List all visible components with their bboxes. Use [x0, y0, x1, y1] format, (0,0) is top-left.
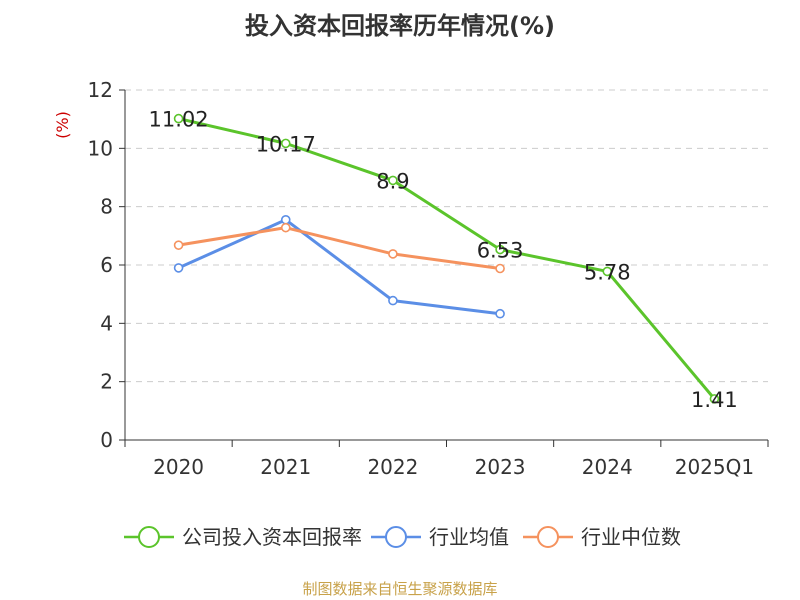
data-label: 1.41 [691, 388, 738, 412]
axes: 0 2 4 6 8 10 12 (%) 2020 2021 2022 2023 2024 2025Q1 [53, 78, 769, 479]
legend-item: 行业中位数 [523, 525, 681, 549]
data-point [602, 266, 613, 277]
legend-label: 行业中位数 [581, 525, 681, 549]
x-tick-label: 2024 [582, 455, 633, 479]
chart-title: 投入资本回报率历年情况(%) [245, 12, 555, 40]
series-line-2 [178, 226, 501, 270]
y-tick-label: 6 [100, 253, 113, 277]
data-label: 6.53 [477, 239, 524, 263]
data-point [173, 240, 184, 250]
y-axis-unit: (%) [53, 111, 72, 139]
data-label: 8.9 [376, 169, 409, 193]
legend-marker [537, 526, 559, 548]
data-point [388, 295, 398, 306]
data-point [388, 249, 398, 259]
data-point [709, 394, 720, 404]
y-tick-label: 10 [88, 136, 113, 160]
legend-label: 行业均值 [429, 525, 509, 549]
source-note: 制图数据来自恒生聚源数据库 [302, 580, 498, 598]
data-point [173, 113, 184, 124]
legend: 公司投入资本回报率 行业均值 行业中位数 [124, 525, 681, 549]
legend-marker [138, 526, 160, 548]
x-tick-label: 2025Q1 [675, 455, 754, 479]
legend-item: 行业均值 [371, 525, 509, 549]
y-tick-label: 0 [100, 428, 113, 452]
series-lines [173, 113, 720, 404]
data-point [495, 244, 505, 255]
legend-marker [385, 526, 407, 548]
data-point [495, 263, 505, 274]
data-labels: 11.02 10.17 8.9 6.53 5.78 1.41 [149, 108, 738, 412]
series-line-0 [178, 117, 716, 400]
x-tick-label: 2021 [260, 455, 311, 479]
data-point [495, 308, 505, 319]
data-point [173, 263, 184, 273]
y-tick-label: 8 [100, 195, 113, 219]
data-label: 10.17 [256, 132, 316, 156]
data-label: 5.78 [584, 260, 631, 284]
x-tick-label: 2023 [475, 455, 526, 479]
grid-lines [125, 89, 768, 383]
x-tick-label: 2022 [367, 455, 418, 479]
legend-item: 公司投入资本回报率 [124, 525, 362, 549]
series-line-1 [177, 218, 501, 316]
data-point [388, 175, 398, 186]
data-point [280, 222, 291, 233]
data-point [280, 214, 291, 225]
y-tick-label: 2 [100, 370, 113, 394]
x-tick-label: 2020 [153, 455, 204, 479]
data-point [280, 138, 291, 149]
legend-label: 公司投入资本回报率 [182, 525, 362, 549]
y-tick-label: 12 [88, 78, 113, 102]
data-label: 11.02 [149, 108, 209, 132]
y-tick-label: 4 [100, 311, 113, 335]
